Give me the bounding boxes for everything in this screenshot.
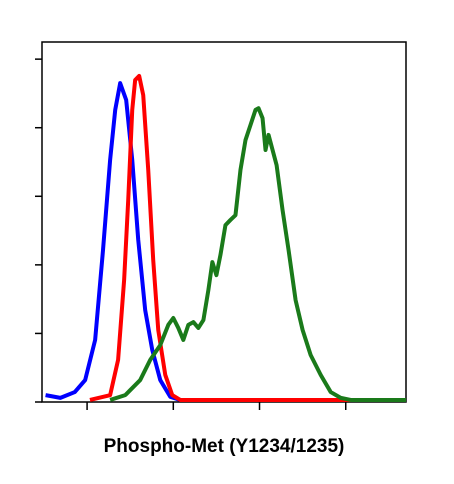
x-axis-label: Phospho-Met (Y1234/1235) (104, 436, 345, 457)
histogram-line (89, 73, 406, 402)
histogram-line (45, 81, 181, 402)
histogram-line (109, 106, 406, 402)
plot-frame (41, 41, 407, 403)
